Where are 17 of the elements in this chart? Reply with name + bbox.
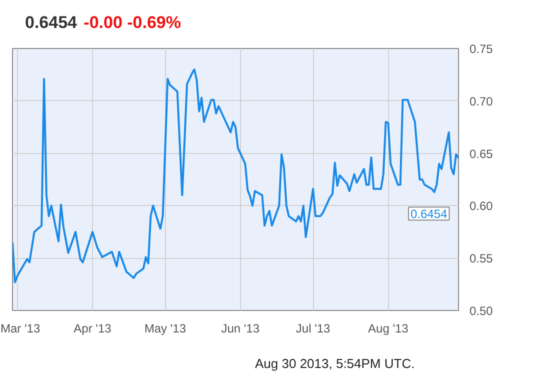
x-tick-label: Jun '13	[221, 322, 260, 336]
x-tick-label: Mar '13	[0, 322, 40, 336]
y-tick-label: 0.75	[470, 42, 494, 56]
y-tick-label: 0.55	[470, 252, 494, 266]
text: 0.6454	[25, 13, 77, 32]
x-tick-label: Jul '13	[296, 322, 331, 336]
line-series	[12, 68, 458, 284]
x-tick-label: Aug '13	[368, 322, 409, 336]
text: 0.6454	[410, 207, 448, 222]
y-tick-label: 0.65	[470, 146, 494, 161]
chart-subtitle: -0.00 -0.69%	[84, 13, 182, 32]
y-tick-label: 0.50	[470, 304, 494, 318]
text: Aug 30 2013, 5:54PM UTC.	[255, 356, 415, 371]
y-tick-label: 0.60	[470, 199, 494, 214]
x-tick-label: Apr '13	[74, 322, 112, 336]
y-tick-label: 0.70	[470, 94, 494, 108]
x-tick-label: May '13	[144, 322, 186, 336]
